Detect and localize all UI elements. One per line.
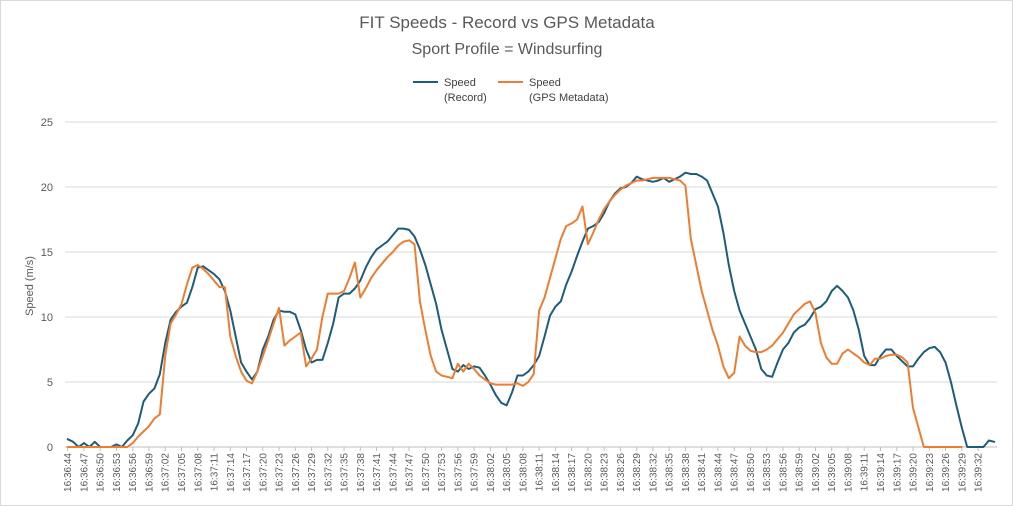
x-axis-ticks: 16:36:44 16:36:47 16:36:50 16:36:53 16:36:56… (63, 447, 985, 492)
gridlines (65, 121, 997, 448)
x-tick-label: 16:37:59 (470, 453, 481, 492)
y-tick-label: 0 (47, 442, 53, 454)
x-tick-label: 16:38:41 (697, 453, 708, 492)
x-tick-label: 16:38:20 (583, 453, 594, 492)
x-tick-label: 16:38:56 (778, 453, 789, 492)
x-tick-label: 16:38:02 (486, 453, 497, 492)
y-axis-label: Speed (m/s) (24, 256, 36, 316)
series-group (66, 171, 996, 448)
x-tick-label: 16:37:35 (340, 453, 351, 492)
x-tick-label: 16:36:50 (96, 453, 107, 492)
series-line-gps-metadata (66, 176, 963, 448)
x-tick-label: 16:37:32 (323, 453, 334, 492)
legend: Speed (Record) Speed (GPS Metadata) (413, 77, 608, 104)
x-tick-label: 16:37:08 (193, 453, 204, 492)
x-tick-label: 16:38:44 (713, 453, 724, 492)
x-tick-label: 16:37:11 (210, 453, 221, 492)
x-tick-label: 16:39:08 (843, 453, 854, 492)
chart-title: FIT Speeds - Record vs GPS Metadata (359, 13, 655, 32)
y-tick-label: 25 (41, 117, 53, 129)
y-tick-label: 10 (41, 312, 53, 324)
x-tick-label: 16:37:56 (453, 453, 464, 492)
legend-label-gps-line1: Speed (529, 77, 561, 89)
x-tick-label: 16:39:17 (892, 453, 903, 492)
x-tick-label: 16:39:20 (909, 453, 920, 492)
x-tick-label: 16:39:32 (974, 453, 985, 492)
x-tick-label: 16:39:05 (827, 453, 838, 492)
x-tick-label: 16:38:35 (665, 453, 676, 492)
x-tick-label: 16:38:29 (632, 453, 643, 492)
x-tick-label: 16:37:29 (307, 453, 318, 492)
x-tick-label: 16:36:44 (63, 453, 74, 492)
x-tick-label: 16:39:11 (860, 453, 871, 492)
x-tick-label: 16:37:05 (177, 453, 188, 492)
x-tick-label: 16:36:59 (144, 453, 155, 492)
x-tick-label: 16:37:38 (356, 453, 367, 492)
x-tick-label: 16:38:47 (730, 453, 741, 492)
x-tick-label: 16:36:53 (112, 453, 123, 492)
legend-label-gps-line2: (GPS Metadata) (529, 92, 608, 104)
x-tick-label: 16:37:53 (437, 453, 448, 492)
x-tick-label: 16:38:08 (518, 453, 529, 492)
chart-subtitle: Sport Profile = Windsurfing (412, 41, 603, 58)
x-tick-label: 16:39:26 (941, 453, 952, 492)
y-tick-label: 20 (41, 182, 53, 194)
x-tick-label: 16:37:44 (388, 453, 399, 492)
x-tick-label: 16:39:02 (811, 453, 822, 492)
x-tick-label: 16:37:47 (405, 453, 416, 492)
x-tick-label: 16:37:17 (242, 453, 253, 492)
x-tick-label: 16:36:56 (128, 453, 139, 492)
x-tick-label: 16:37:02 (161, 453, 172, 492)
x-tick-label: 16:37:26 (291, 453, 302, 492)
x-tick-label: 16:37:23 (275, 453, 286, 492)
x-tick-label: 16:38:38 (681, 453, 692, 492)
x-tick-label: 16:38:59 (795, 453, 806, 492)
x-tick-label: 16:39:14 (876, 453, 887, 492)
series-line-record (66, 171, 996, 448)
legend-label-record-line2: (Record) (444, 92, 487, 104)
x-tick-label: 16:37:41 (372, 453, 383, 492)
x-tick-label: 16:36:47 (79, 453, 90, 492)
x-tick-label: 16:39:23 (925, 453, 936, 492)
x-tick-label: 16:39:29 (957, 453, 968, 492)
x-tick-label: 16:37:50 (421, 453, 432, 492)
x-tick-label: 16:38:11 (535, 453, 546, 492)
x-tick-label: 16:38:17 (567, 453, 578, 492)
x-tick-label: 16:38:53 (762, 453, 773, 492)
x-tick-label: 16:38:26 (616, 453, 627, 492)
x-tick-label: 16:37:14 (226, 453, 237, 492)
x-tick-label: 16:38:05 (502, 453, 513, 492)
y-tick-label: 15 (41, 247, 53, 259)
x-tick-label: 16:38:50 (746, 453, 757, 492)
x-tick-label: 16:37:20 (258, 453, 269, 492)
x-tick-label: 16:38:23 (600, 453, 611, 492)
y-axis-ticks: 0 5 10 15 20 25 (41, 117, 53, 454)
y-tick-label: 5 (47, 377, 53, 389)
legend-label-record-line1: Speed (444, 77, 476, 89)
x-tick-label: 16:38:32 (648, 453, 659, 492)
x-tick-label: 16:38:14 (551, 453, 562, 492)
